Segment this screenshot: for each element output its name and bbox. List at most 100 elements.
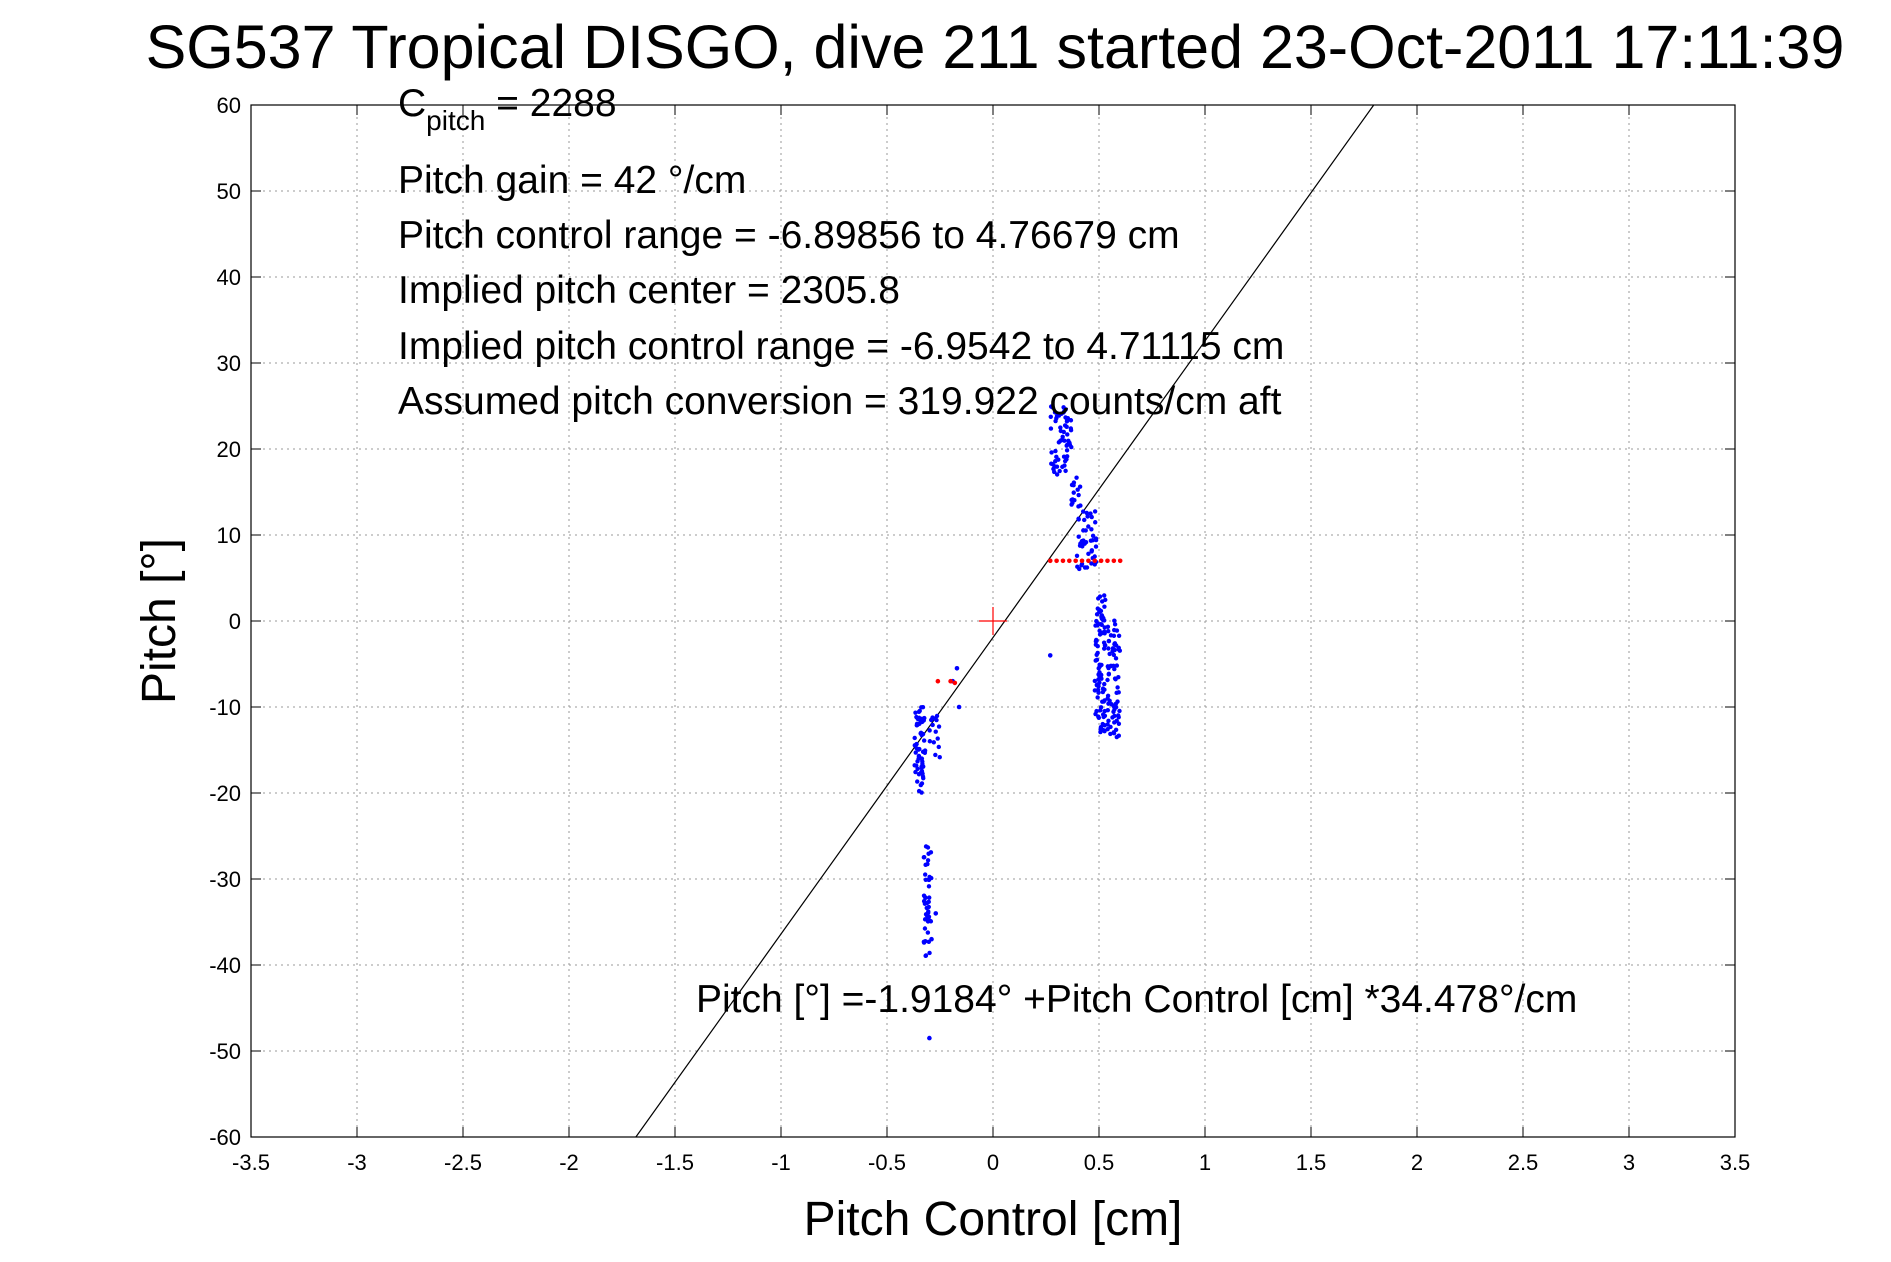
data-point xyxy=(1068,418,1074,423)
data-point xyxy=(1053,448,1058,454)
data-point xyxy=(919,765,924,771)
data-point xyxy=(1079,563,1084,568)
annotation-c-pitch-sub: pitch xyxy=(426,105,485,136)
x-tick-label: -2.5 xyxy=(444,1150,482,1175)
data-point xyxy=(1111,663,1116,669)
data-point xyxy=(1060,558,1066,564)
data-point xyxy=(1047,653,1053,658)
ticks xyxy=(250,104,1736,1138)
data-point xyxy=(1112,720,1117,725)
data-point xyxy=(914,741,919,747)
data-point xyxy=(1105,558,1110,564)
data-point xyxy=(921,738,927,743)
data-point xyxy=(1099,613,1105,619)
data-point xyxy=(1094,657,1100,663)
data-point xyxy=(925,919,931,924)
y-tick-label: 40 xyxy=(217,265,241,290)
y-tick-label: -60 xyxy=(209,1125,241,1150)
data-point xyxy=(1096,714,1101,719)
data-point xyxy=(952,680,958,686)
data-point xyxy=(1061,405,1066,410)
data-point xyxy=(935,736,940,741)
x-tick-label: 1.5 xyxy=(1296,1150,1327,1175)
data-point xyxy=(1085,514,1090,519)
data-point xyxy=(922,926,928,931)
data-point xyxy=(1105,624,1111,629)
data-point xyxy=(923,877,928,883)
data-point xyxy=(1098,708,1103,713)
data-point xyxy=(1114,690,1119,696)
data-point xyxy=(923,938,928,944)
data-point xyxy=(1076,492,1081,498)
x-tick-label: -2 xyxy=(559,1150,579,1175)
data-point xyxy=(934,717,939,723)
data-point xyxy=(922,872,928,877)
data-point xyxy=(1097,607,1102,613)
data-point xyxy=(914,746,919,751)
x-tick-label: 2.5 xyxy=(1508,1150,1539,1175)
data-point xyxy=(1112,641,1118,646)
data-point xyxy=(1080,509,1086,514)
data-point xyxy=(1058,425,1063,430)
data-point xyxy=(1111,652,1117,658)
data-point xyxy=(921,899,927,904)
data-point xyxy=(1092,558,1098,564)
data-point xyxy=(1054,464,1060,469)
data-point xyxy=(1105,707,1111,713)
data-point xyxy=(1073,558,1078,564)
x-tick-label: 2 xyxy=(1411,1150,1423,1175)
chart-title: SG537 Tropical DISGO, dive 211 started 2… xyxy=(146,13,1845,81)
annotation-pitch-control-range: Pitch control range = -6.89856 to 4.7667… xyxy=(398,214,1180,257)
data-point xyxy=(1071,480,1077,485)
data-point xyxy=(1089,527,1094,532)
data-point xyxy=(1071,490,1076,495)
data-point xyxy=(1093,642,1099,647)
annotation-fit-equation: Pitch [°] =-1.9184° +Pitch Control [cm] … xyxy=(696,978,1577,1021)
y-tick-label: 60 xyxy=(217,93,241,118)
data-point xyxy=(1101,593,1107,598)
data-point xyxy=(1082,565,1088,570)
data-point xyxy=(1116,633,1122,639)
x-tick-label: -1 xyxy=(771,1150,791,1175)
data-point xyxy=(1114,663,1120,668)
data-point xyxy=(1092,554,1097,559)
data-point xyxy=(918,782,924,788)
data-point xyxy=(1093,544,1099,549)
data-point xyxy=(1112,713,1117,719)
data-point xyxy=(1105,693,1111,698)
data-point xyxy=(923,953,929,958)
data-point xyxy=(1076,534,1081,539)
data-point xyxy=(1106,718,1111,724)
data-point xyxy=(1116,647,1121,652)
data-point xyxy=(929,936,934,942)
data-point xyxy=(1100,686,1106,691)
data-point xyxy=(923,895,928,900)
data-point xyxy=(1068,428,1074,433)
data-point xyxy=(1106,638,1112,644)
y-tick-label: -50 xyxy=(209,1039,241,1064)
data-point xyxy=(913,769,918,775)
data-point xyxy=(925,858,931,863)
data-point xyxy=(1111,709,1116,714)
data-point xyxy=(923,862,928,868)
data-point xyxy=(934,713,940,719)
data-point xyxy=(1102,629,1107,634)
data-point xyxy=(1086,558,1091,564)
data-point xyxy=(1048,414,1053,419)
data-point xyxy=(930,722,935,728)
y-tick-label: 30 xyxy=(217,351,241,376)
data-point xyxy=(1069,502,1074,507)
data-point xyxy=(1074,475,1079,480)
data-point xyxy=(1113,656,1119,661)
data-point xyxy=(1093,536,1099,541)
data-point xyxy=(1089,548,1095,553)
data-point xyxy=(1099,599,1105,604)
data-point xyxy=(1095,623,1100,628)
y-tick-label: 20 xyxy=(217,437,241,462)
data-point xyxy=(1094,612,1100,617)
data-point xyxy=(1083,528,1088,533)
data-point xyxy=(1099,622,1104,627)
data-point xyxy=(1106,646,1111,651)
data-point xyxy=(1092,688,1098,693)
